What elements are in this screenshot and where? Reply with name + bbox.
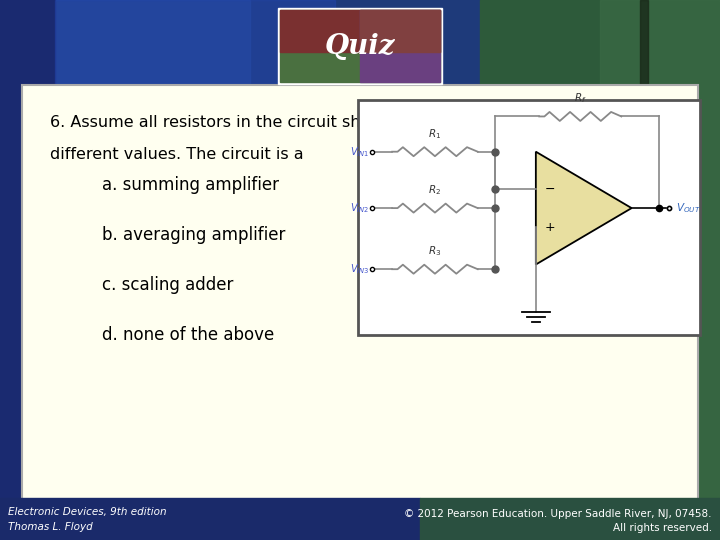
Text: c. scaling adder: c. scaling adder: [102, 276, 233, 294]
Bar: [280, 10, 440, 82]
Bar: [358, 100, 700, 335]
Text: 6. Assume all resistors in the circuit shown here have: 6. Assume all resistors in the circuit s…: [50, 115, 480, 130]
Text: © 2012 Pearson Education. Upper Saddle River, NJ, 07458.: © 2012 Pearson Education. Upper Saddle R…: [405, 509, 712, 519]
Text: b. averaging amplifier: b. averaging amplifier: [102, 226, 285, 244]
Bar: [420, 498, 720, 540]
Text: $V_{OUT}$: $V_{OUT}$: [676, 201, 701, 215]
Text: $R_1$: $R_1$: [428, 127, 441, 141]
Bar: [280, 10, 440, 52]
Text: −: −: [544, 183, 555, 195]
Polygon shape: [536, 152, 631, 265]
Bar: [55, 0, 335, 540]
Text: $R_f$: $R_f$: [574, 92, 587, 105]
Bar: [600, 0, 720, 540]
Text: different values. The circuit is a: different values. The circuit is a: [50, 147, 304, 162]
Text: $V_{IN2}$: $V_{IN2}$: [351, 201, 369, 215]
Bar: [0, 0, 55, 540]
Text: $V_{IN3}$: $V_{IN3}$: [350, 262, 369, 276]
Bar: [360, 10, 440, 52]
Text: $R_2$: $R_2$: [428, 183, 441, 197]
Text: All rights reserved.: All rights reserved.: [613, 523, 712, 533]
Text: $R_3$: $R_3$: [428, 245, 441, 258]
Bar: [360, 10, 440, 82]
Text: a. summing amplifier: a. summing amplifier: [102, 176, 279, 194]
Bar: [640, 0, 648, 540]
Text: Quiz: Quiz: [325, 32, 395, 59]
Text: $V_{IN1}$: $V_{IN1}$: [351, 145, 369, 159]
Text: Thomas L. Floyd: Thomas L. Floyd: [8, 522, 93, 532]
Text: d. none of the above: d. none of the above: [102, 326, 274, 344]
Bar: [22, 85, 698, 505]
Bar: [480, 0, 720, 540]
Bar: [0, 498, 420, 540]
Text: Electronic Devices, 9th edition: Electronic Devices, 9th edition: [8, 507, 166, 517]
Text: +: +: [544, 221, 555, 234]
Bar: [50, 0, 250, 540]
Bar: [278, 8, 442, 84]
